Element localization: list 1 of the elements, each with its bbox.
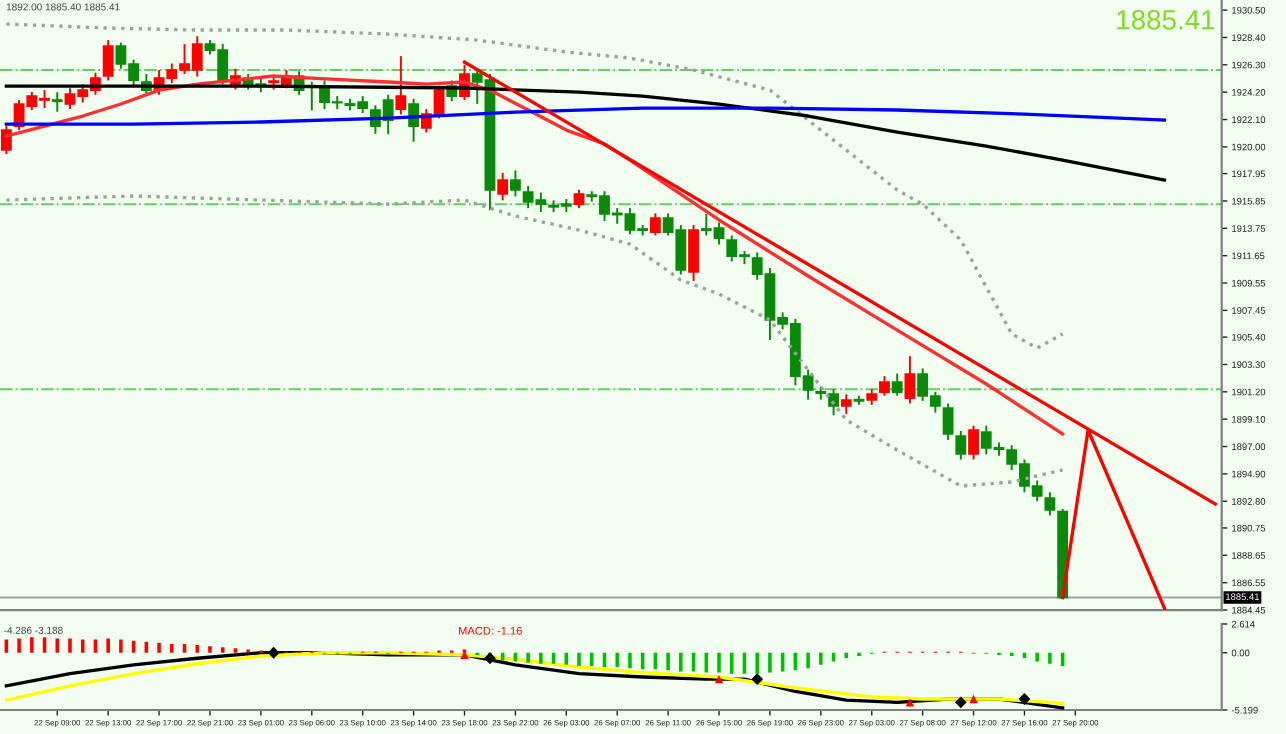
annotation: 1885.41 [1117, 9, 1215, 30]
